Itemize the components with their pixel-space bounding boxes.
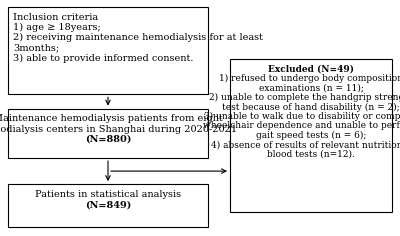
Text: (N=849): (N=849) [85, 200, 131, 209]
Text: Patients in statistical analysis: Patients in statistical analysis [35, 190, 181, 199]
Text: blood tests (n=12).: blood tests (n=12). [267, 150, 355, 159]
Text: 2) unable to complete the handgrip strength: 2) unable to complete the handgrip stren… [208, 93, 400, 102]
Text: 3) unable to walk due to disability or complete: 3) unable to walk due to disability or c… [204, 112, 400, 121]
Text: gait speed tests (n = 6);: gait speed tests (n = 6); [256, 131, 366, 140]
Text: (N=880): (N=880) [85, 135, 131, 144]
Text: 3months;: 3months; [13, 43, 59, 52]
Text: 2) receiving maintenance hemodialysis for at least: 2) receiving maintenance hemodialysis fo… [13, 33, 263, 42]
Text: 4) absence of results of relevant nutritional: 4) absence of results of relevant nutrit… [211, 140, 400, 149]
Text: 1) age ≥ 18years;: 1) age ≥ 18years; [13, 23, 100, 32]
Text: test because of hand disability (n = 2);: test because of hand disability (n = 2); [222, 103, 400, 112]
Text: examinations (n = 11);: examinations (n = 11); [258, 84, 364, 93]
FancyBboxPatch shape [8, 7, 208, 94]
Text: hemodialysis centers in Shanghai during 2020-2021: hemodialysis centers in Shanghai during … [0, 125, 237, 134]
Text: Inclusion criteria: Inclusion criteria [13, 13, 98, 22]
FancyBboxPatch shape [8, 109, 208, 158]
Text: wheelchair dependence and unable to perform: wheelchair dependence and unable to perf… [203, 122, 400, 131]
Text: Excluded (N=49): Excluded (N=49) [268, 65, 354, 74]
Text: 1) refused to undergo body composition: 1) refused to undergo body composition [219, 74, 400, 84]
FancyBboxPatch shape [230, 59, 392, 212]
Text: 3) able to provide informed consent.: 3) able to provide informed consent. [13, 54, 193, 63]
Text: Maintenance hemodialysis patients from eight: Maintenance hemodialysis patients from e… [0, 114, 223, 123]
FancyBboxPatch shape [8, 184, 208, 227]
